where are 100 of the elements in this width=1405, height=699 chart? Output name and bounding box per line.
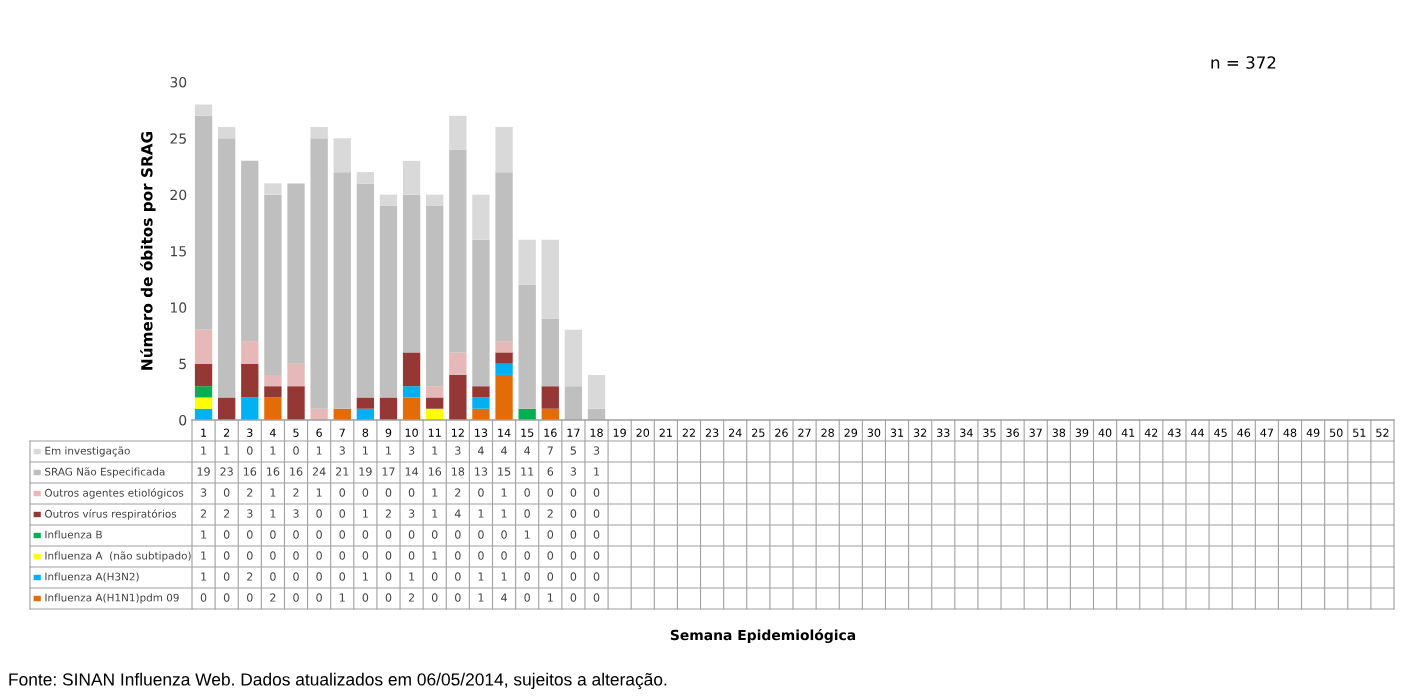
y-tick-label: 10 bbox=[170, 302, 187, 313]
y-tick-label: 25 bbox=[170, 133, 186, 144]
x-tick-label: 29 bbox=[844, 428, 858, 437]
data-label: 3 bbox=[247, 509, 253, 518]
x-tick-label: 20 bbox=[636, 428, 650, 437]
bar bbox=[379, 397, 398, 420]
bar bbox=[587, 374, 606, 409]
bar bbox=[402, 352, 421, 387]
data-label: 1 bbox=[224, 446, 230, 455]
data-label: 2 bbox=[547, 509, 553, 518]
data-label: 15 bbox=[498, 467, 511, 476]
bar bbox=[218, 138, 236, 398]
x-tick-label: 8 bbox=[362, 428, 369, 437]
data-label: 14 bbox=[405, 467, 419, 476]
data-label: 13 bbox=[475, 467, 488, 476]
x-tick-label: 52 bbox=[1376, 428, 1389, 437]
data-label: 16 bbox=[290, 467, 303, 476]
data-label: 2 bbox=[200, 509, 206, 518]
data-label: 0 bbox=[524, 551, 530, 560]
x-tick-label: 6 bbox=[316, 428, 322, 437]
data-label: 0 bbox=[270, 572, 276, 581]
data-label: 1 bbox=[363, 509, 368, 518]
data-label: 1 bbox=[478, 593, 484, 602]
y-tick-label: 5 bbox=[179, 358, 186, 370]
data-label: 1 bbox=[501, 509, 507, 518]
data-label: 16 bbox=[428, 467, 442, 476]
data-label: 4 bbox=[524, 446, 531, 455]
bar bbox=[541, 318, 559, 387]
legend-label: Outros vírus respiratórios bbox=[45, 509, 177, 520]
data-label: 3 bbox=[408, 509, 415, 518]
data-label: 5 bbox=[570, 446, 576, 455]
data-label: 0 bbox=[362, 593, 369, 602]
bar bbox=[356, 183, 375, 398]
data-label: 1 bbox=[201, 572, 207, 581]
data-label: 0 bbox=[270, 551, 276, 560]
x-tick-label: 48 bbox=[1283, 428, 1297, 437]
bar bbox=[241, 341, 259, 364]
bar bbox=[495, 127, 513, 173]
data-label: 1 bbox=[478, 509, 484, 518]
x-tick-label: 22 bbox=[682, 428, 695, 437]
data-label: 0 bbox=[547, 572, 554, 581]
data-label: 3 bbox=[570, 467, 577, 476]
bar bbox=[356, 397, 375, 409]
data-label: 0 bbox=[547, 488, 554, 497]
legend-label: Outros agentes etiológicos bbox=[45, 488, 184, 499]
x-tick-label: 51 bbox=[1353, 428, 1366, 437]
data-label: 0 bbox=[570, 530, 577, 539]
data-label: 0 bbox=[362, 488, 369, 497]
y-tick-label: 20 bbox=[170, 189, 187, 201]
data-label: 0 bbox=[246, 593, 253, 602]
bar bbox=[264, 183, 282, 195]
data-label: 0 bbox=[570, 572, 577, 581]
bar bbox=[287, 363, 305, 387]
data-label: 1 bbox=[339, 593, 345, 602]
x-tick-label: 15 bbox=[521, 428, 534, 437]
x-tick-label: 31 bbox=[890, 428, 904, 437]
bar bbox=[333, 172, 351, 409]
x-tick-label: 38 bbox=[1052, 428, 1066, 437]
data-label: 3 bbox=[293, 509, 299, 518]
x-tick-label: 39 bbox=[1075, 428, 1089, 437]
data-label: 1 bbox=[201, 551, 207, 560]
x-tick-label: 24 bbox=[728, 428, 742, 437]
source-note: Fonte: SINAN Influenza Web. Dados atualizados em 06/05/2014, sujeitos a alteração. bbox=[9, 672, 667, 690]
data-label: 19 bbox=[197, 467, 210, 476]
bar bbox=[426, 194, 444, 206]
data-label: 0 bbox=[316, 551, 322, 560]
data-label: 0 bbox=[547, 551, 554, 560]
bar bbox=[402, 194, 421, 353]
data-label: 0 bbox=[200, 593, 207, 602]
data-label: 1 bbox=[316, 446, 322, 455]
data-label: 1 bbox=[409, 572, 415, 581]
data-label: 0 bbox=[524, 593, 530, 602]
data-label: 1 bbox=[501, 488, 507, 497]
bar bbox=[402, 386, 421, 398]
x-tick-label: 35 bbox=[983, 428, 996, 437]
data-label: 0 bbox=[431, 593, 438, 602]
data-label: 1 bbox=[316, 488, 322, 497]
data-label: 1 bbox=[432, 551, 438, 560]
bar bbox=[402, 397, 421, 420]
x-tick-label: 45 bbox=[1214, 428, 1227, 437]
data-label: 2 bbox=[293, 488, 299, 497]
data-label: 0 bbox=[593, 530, 600, 539]
bar bbox=[564, 386, 583, 420]
data-label: 4 bbox=[477, 446, 484, 455]
data-label: 3 bbox=[593, 446, 600, 455]
bar bbox=[218, 127, 236, 139]
y-tick-label: 30 bbox=[170, 76, 187, 88]
data-label: 0 bbox=[385, 551, 392, 560]
data-label: 0 bbox=[455, 530, 461, 539]
bar bbox=[310, 138, 328, 409]
bar bbox=[495, 374, 513, 420]
data-label: 2 bbox=[455, 488, 461, 497]
bar bbox=[310, 127, 328, 139]
bar bbox=[379, 194, 398, 206]
data-label: 3 bbox=[339, 446, 345, 455]
data-label: 7 bbox=[547, 446, 553, 455]
x-tick-label: 43 bbox=[1167, 428, 1181, 437]
data-label: 3 bbox=[200, 488, 207, 497]
data-label: 0 bbox=[339, 488, 346, 497]
data-label: 19 bbox=[359, 467, 372, 476]
